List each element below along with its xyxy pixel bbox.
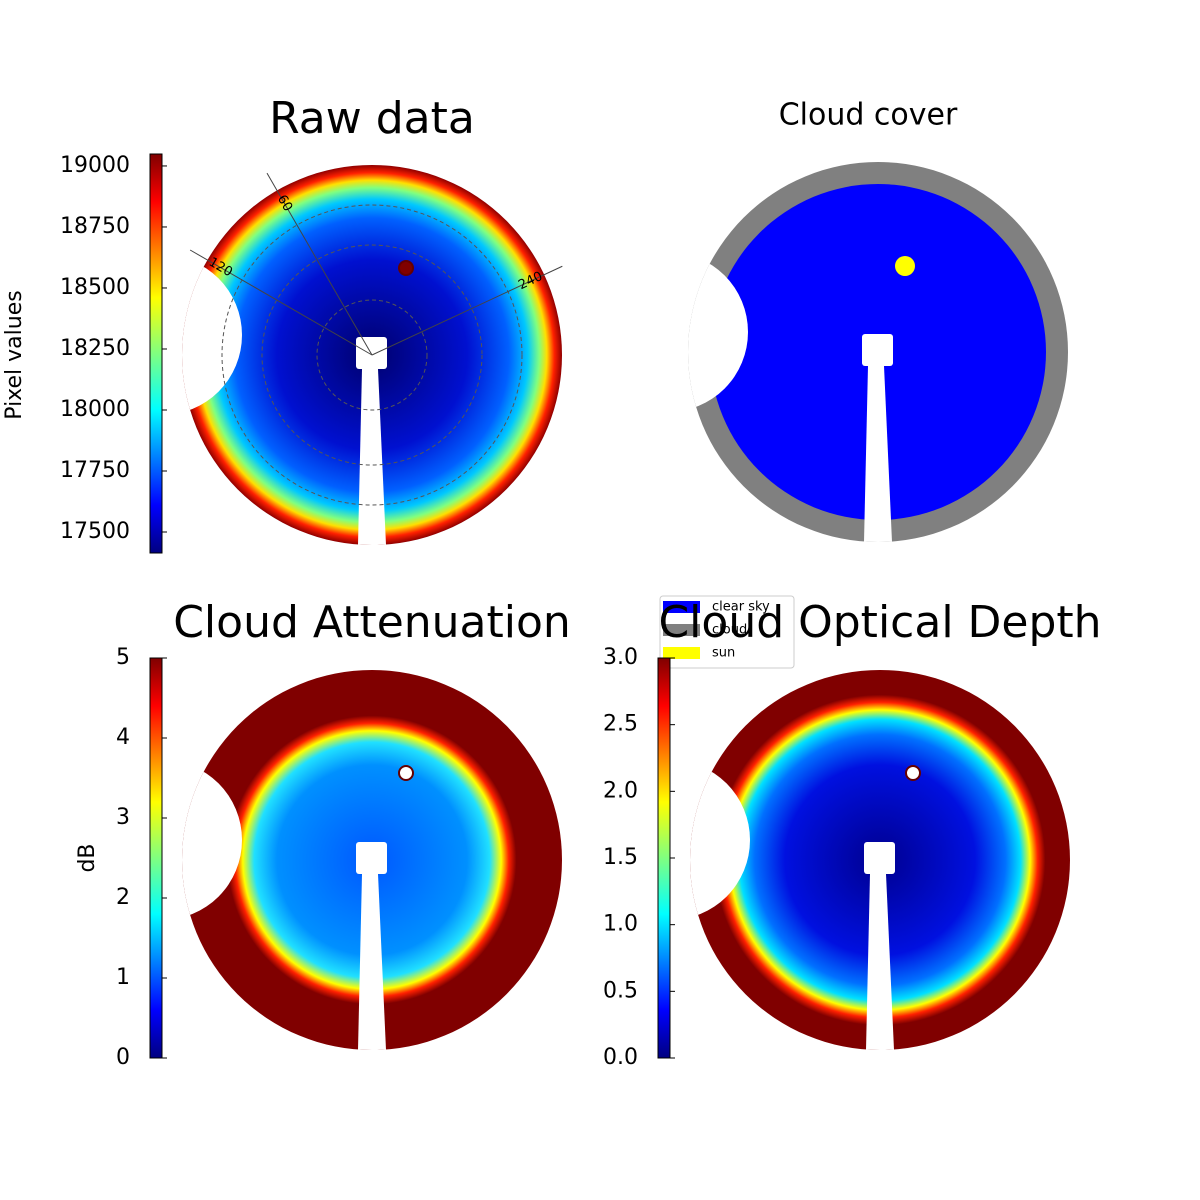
panel [690,670,1070,1050]
colorbar-tick-label: 1.0 [603,912,638,937]
obstruction [358,874,386,1050]
obstruction [358,369,386,545]
colorbar-tick-label: 0.5 [603,978,638,1003]
colorbar-tick-label: 18500 [60,275,130,300]
obstruction [690,760,750,920]
legend-label: cloud [712,623,747,638]
legend-label: clear sky [712,600,770,615]
colorbar-tick-label: 1 [116,965,130,990]
legend-label: sun [712,646,735,661]
sky-disk [688,162,1068,542]
obstruction [182,760,242,920]
legend: clear sky cloud sun [659,595,795,669]
obstruction [182,255,242,415]
polar-ring [221,204,523,506]
chart-title: Cloud Attenuation [173,597,571,648]
colorbar-tick-label: 17750 [60,458,130,483]
panel [688,162,1068,542]
obstruction [356,842,387,874]
colorbar-tick-label: 18750 [60,214,130,239]
colorbar-tick-label: 0 [116,1045,130,1070]
colorbar [149,657,163,1059]
sun-spot [905,765,921,781]
colorbar-tick-label: 4 [116,725,130,750]
sun-spot [398,260,414,276]
polar-label: 60 [274,193,295,215]
colorbar-tick-label: 18250 [60,336,130,361]
obstruction [866,874,894,1050]
legend-swatch [663,601,700,613]
colorbar-tick-label: 1.5 [603,845,638,870]
colorbar-tick-label: 3.0 [603,645,638,670]
obstruction [862,334,893,366]
sky-disk [182,670,562,1050]
sun-spot [398,765,414,781]
colorbar [149,153,163,554]
sky-disk [182,165,562,545]
chart-title: Cloud cover [779,98,958,133]
colorbar-tick-label: 0.0 [603,1045,638,1070]
chart-title: Cloud Optical Depth [658,597,1101,648]
colorbar-tick-label: 2.5 [603,712,638,737]
obstruction [864,366,892,542]
colorbar-tick-label: 3 [116,805,130,830]
colorbar-tick-label: 2 [116,885,130,910]
legend-swatch [663,624,700,636]
colorbar-tick-label: 18000 [60,397,130,422]
obstruction [356,337,387,369]
polar-ring [261,244,483,466]
chart-title: Raw data [269,93,475,144]
colorbar-label: Pixel values [2,290,27,419]
colorbar-tick-label: 2.0 [603,778,638,803]
colorbar [657,657,671,1059]
obstruction [688,252,748,412]
panel [182,670,562,1050]
colorbar-tick-label: 5 [116,645,130,670]
legend-swatch [663,647,700,659]
obstruction [864,842,895,874]
sun [895,256,915,276]
sky-disk [690,670,1070,1050]
polar-spoke [189,249,373,356]
polar-ring [316,299,428,411]
colorbar-tick-label: 19000 [60,153,130,178]
colorbar-label: dB [75,843,100,872]
polar-spoke [266,172,373,356]
colorbar-tick-label: 17500 [60,519,130,544]
polar-spoke [371,265,563,356]
